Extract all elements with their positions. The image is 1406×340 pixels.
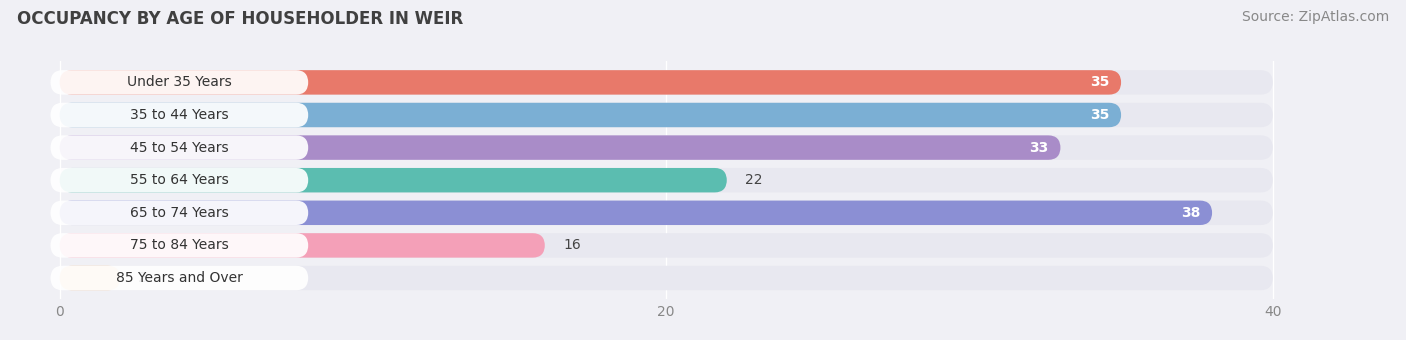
Text: 33: 33	[1029, 141, 1049, 155]
Text: 85 Years and Over: 85 Years and Over	[115, 271, 243, 285]
Text: 2: 2	[138, 271, 148, 285]
FancyBboxPatch shape	[59, 70, 1272, 95]
Text: 35: 35	[1090, 108, 1109, 122]
FancyBboxPatch shape	[59, 233, 546, 258]
Text: Source: ZipAtlas.com: Source: ZipAtlas.com	[1241, 10, 1389, 24]
FancyBboxPatch shape	[59, 201, 1212, 225]
Text: 35: 35	[1090, 75, 1109, 89]
Text: 45 to 54 Years: 45 to 54 Years	[131, 141, 229, 155]
FancyBboxPatch shape	[51, 103, 308, 127]
Text: OCCUPANCY BY AGE OF HOUSEHOLDER IN WEIR: OCCUPANCY BY AGE OF HOUSEHOLDER IN WEIR	[17, 10, 463, 28]
FancyBboxPatch shape	[59, 135, 1272, 160]
FancyBboxPatch shape	[51, 70, 308, 95]
FancyBboxPatch shape	[51, 233, 308, 258]
FancyBboxPatch shape	[59, 103, 1272, 127]
FancyBboxPatch shape	[51, 135, 308, 160]
FancyBboxPatch shape	[59, 168, 1272, 192]
FancyBboxPatch shape	[59, 201, 1272, 225]
Text: 55 to 64 Years: 55 to 64 Years	[129, 173, 229, 187]
Text: 35 to 44 Years: 35 to 44 Years	[131, 108, 229, 122]
Text: 75 to 84 Years: 75 to 84 Years	[129, 238, 229, 252]
FancyBboxPatch shape	[51, 168, 308, 192]
Text: 65 to 74 Years: 65 to 74 Years	[129, 206, 229, 220]
Text: Under 35 Years: Under 35 Years	[127, 75, 232, 89]
FancyBboxPatch shape	[51, 266, 308, 290]
FancyBboxPatch shape	[59, 168, 727, 192]
FancyBboxPatch shape	[51, 201, 308, 225]
FancyBboxPatch shape	[59, 233, 1272, 258]
Text: 22: 22	[745, 173, 762, 187]
FancyBboxPatch shape	[59, 266, 1272, 290]
FancyBboxPatch shape	[59, 103, 1121, 127]
Text: 16: 16	[562, 238, 581, 252]
FancyBboxPatch shape	[59, 135, 1060, 160]
Text: 38: 38	[1181, 206, 1201, 220]
FancyBboxPatch shape	[59, 266, 121, 290]
FancyBboxPatch shape	[59, 70, 1121, 95]
